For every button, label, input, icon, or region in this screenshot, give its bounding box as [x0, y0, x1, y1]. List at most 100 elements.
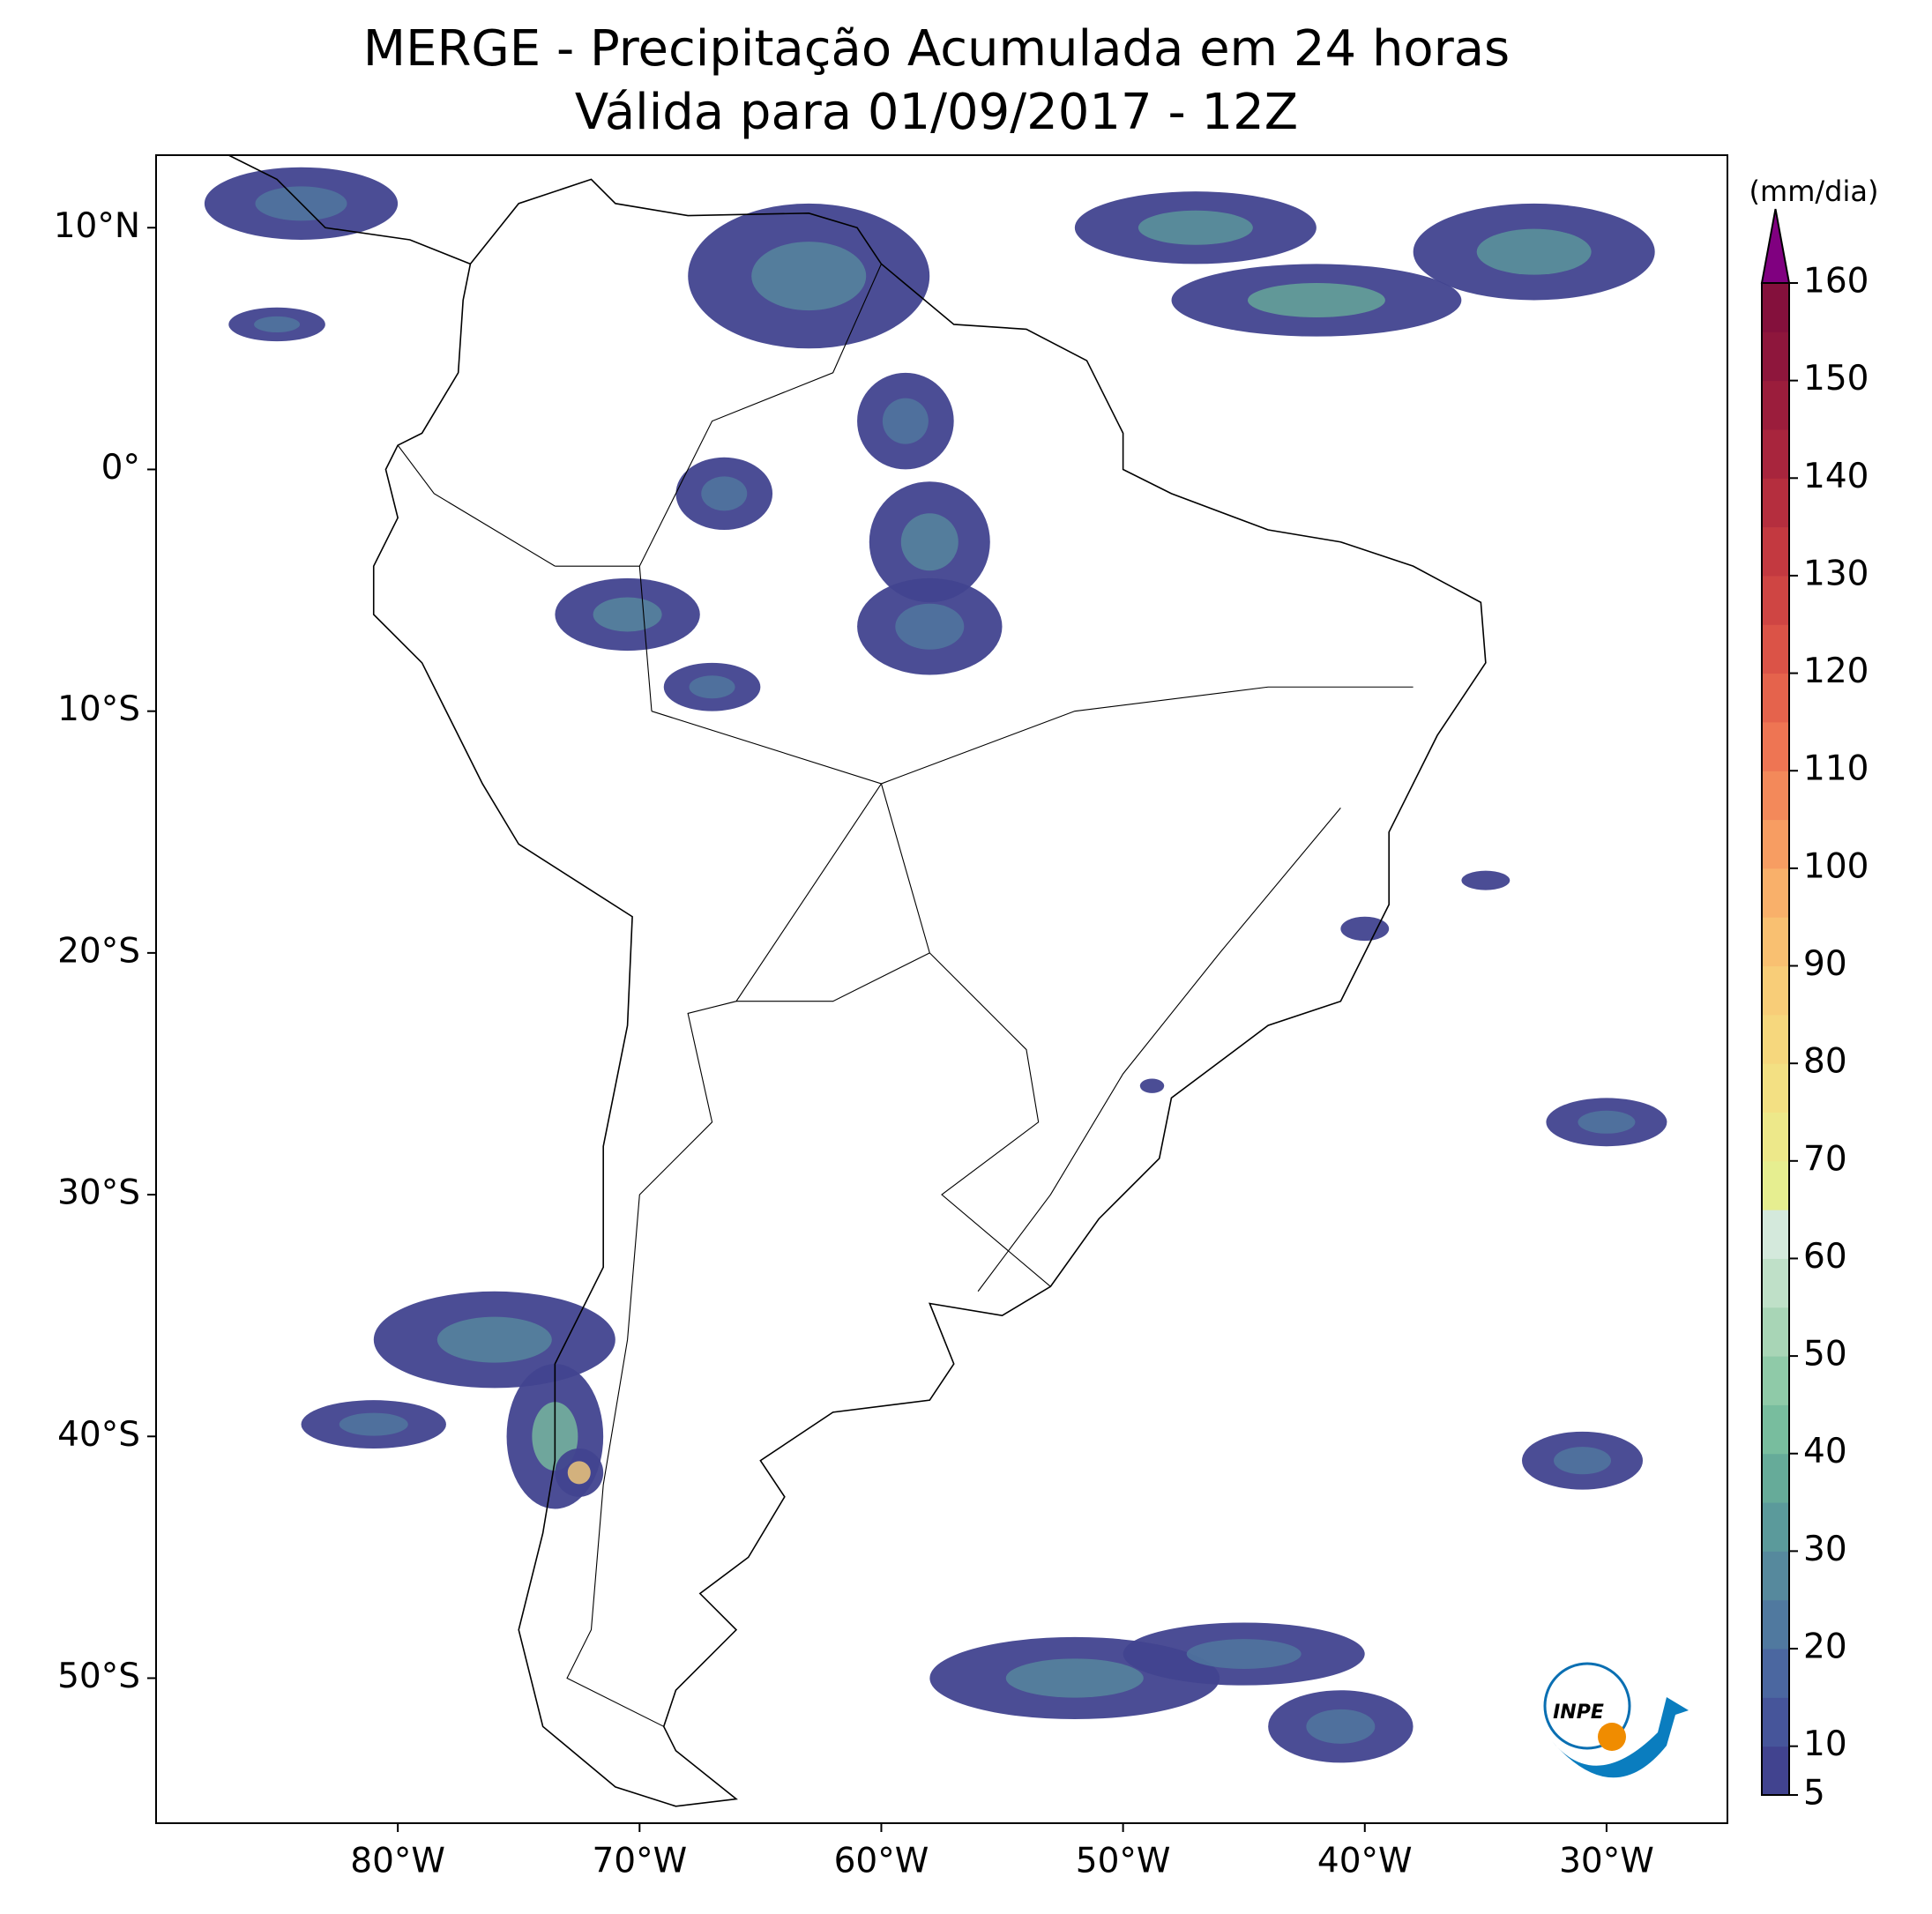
precip-core	[1186, 1639, 1302, 1669]
colorbar-band	[1762, 380, 1789, 430]
colorbar-band	[1762, 1746, 1789, 1796]
coastline	[228, 154, 1487, 1807]
precip-area	[1139, 1078, 1165, 1093]
colorbar-tick-label: 80	[1803, 1042, 1847, 1082]
colorbar-band	[1762, 283, 1789, 332]
border	[397, 444, 556, 567]
colorbar-band	[1762, 1063, 1789, 1113]
border	[735, 952, 930, 1002]
colorbar-tick-label: 60	[1803, 1237, 1847, 1277]
colorbar-band	[1762, 1551, 1789, 1601]
precip-area	[1340, 916, 1390, 942]
precip-core	[701, 476, 748, 511]
precip-core	[895, 603, 965, 650]
colorbar-band	[1762, 1599, 1789, 1650]
colorbar-tick-label: 10	[1803, 1724, 1847, 1764]
colorbar-tick-label: 5	[1803, 1774, 1825, 1813]
y-tick-label: 10°N	[54, 206, 140, 246]
colorbar-extension	[1760, 208, 1791, 284]
logo: INPE	[1543, 1662, 1689, 1778]
colorbar-band	[1762, 331, 1789, 382]
precip-core	[1554, 1447, 1612, 1475]
colorbar-band	[1762, 575, 1789, 625]
colorbar-band	[1762, 1404, 1789, 1455]
colorbar-band	[1762, 1014, 1789, 1064]
colorbar-tick-label: 150	[1803, 359, 1869, 398]
map-area	[204, 154, 1667, 1807]
colorbar-band	[1762, 1307, 1789, 1357]
precip-core	[1247, 283, 1385, 318]
y-tick-label: 40°S	[57, 1415, 140, 1455]
colorbar-tick-label: 130	[1803, 554, 1869, 593]
precip-core	[1578, 1110, 1636, 1134]
precip-area	[1461, 870, 1511, 890]
y-tick-label: 30°S	[57, 1173, 140, 1213]
colorbar-band	[1762, 1502, 1789, 1552]
colorbar-tick-label: 110	[1803, 749, 1869, 789]
colorbar-tick-label: 140	[1803, 457, 1869, 496]
colorbar-band	[1762, 868, 1789, 918]
colorbar-band	[1762, 1210, 1789, 1259]
colorbar-frame	[1761, 282, 1790, 1796]
logo-text: INPE	[1553, 1702, 1604, 1724]
precip-core	[1476, 228, 1592, 275]
precip-core	[436, 1316, 552, 1363]
precip-core	[882, 398, 929, 444]
colorbar-band	[1762, 1356, 1789, 1405]
precip-core	[254, 316, 301, 333]
colorbar: 5 10 20 30 40 50 60 70 80 90 100 110 120 130 140 150 160	[1760, 208, 1869, 1813]
logo-ring	[1543, 1662, 1631, 1750]
x-tick-label: 30°W	[1559, 1842, 1654, 1881]
colorbar-tick-label: 20	[1803, 1627, 1847, 1667]
colorbar-tick-label: 40	[1803, 1432, 1847, 1471]
border	[651, 711, 1051, 1287]
precip-core	[1138, 210, 1253, 245]
colorbar-band	[1762, 1649, 1789, 1698]
title: MERGE - Precipitação Acumulada em 24 hor…	[363, 20, 1510, 78]
colorbar-band	[1762, 1258, 1789, 1308]
precip-core	[689, 675, 735, 699]
precip-core	[339, 1412, 408, 1436]
border	[977, 807, 1341, 1292]
colorbar-tick-label: 90	[1803, 944, 1847, 984]
colorbar-band	[1762, 917, 1789, 967]
y-tick-label: 50°S	[57, 1657, 140, 1696]
precip-core	[900, 513, 959, 571]
subtitle: Válida para 01/09/2017 - 12Z	[575, 84, 1298, 141]
colorbar-band	[1762, 1160, 1789, 1210]
colorbar-label: (mm/dia)	[1749, 175, 1879, 208]
colorbar-tick-label: 30	[1803, 1530, 1847, 1569]
colorbar-band	[1762, 478, 1789, 528]
colorbar-band	[1762, 526, 1789, 577]
colorbar-band	[1762, 1697, 1789, 1747]
x-tick-label: 60°W	[834, 1842, 929, 1881]
y-tick-label: 0°	[101, 448, 140, 488]
x-tick-label: 70°W	[592, 1842, 687, 1881]
colorbar-band	[1762, 721, 1789, 771]
precip-core	[567, 1461, 591, 1485]
map-frame	[155, 154, 1728, 1824]
logo-dot	[1598, 1723, 1626, 1751]
precip-core	[751, 242, 867, 311]
colorbar-band	[1762, 1453, 1789, 1503]
y-tick-label: 20°S	[57, 931, 140, 971]
colorbar-band	[1762, 819, 1789, 869]
precip-core	[1306, 1709, 1376, 1744]
colorbar-band	[1762, 624, 1789, 674]
colorbar-tick-label: 50	[1803, 1335, 1847, 1374]
colorbar-band	[1762, 965, 1789, 1016]
colorbar-tick-label: 100	[1803, 846, 1869, 886]
colorbar-band	[1762, 673, 1789, 723]
colorbar-band	[1762, 771, 1789, 821]
colorbar-tick-label: 120	[1803, 652, 1869, 691]
colorbar-tick-label: 70	[1803, 1139, 1847, 1179]
colorbar-band	[1762, 428, 1789, 479]
x-tick-label: 80°W	[350, 1842, 445, 1881]
y-tick-label: 10°S	[57, 689, 140, 729]
colorbar-band	[1762, 1112, 1789, 1162]
precip-core	[1005, 1658, 1144, 1698]
colorbar-tick-label: 160	[1803, 262, 1869, 302]
precip-core	[593, 597, 662, 632]
x-tick-label: 40°W	[1317, 1842, 1413, 1881]
